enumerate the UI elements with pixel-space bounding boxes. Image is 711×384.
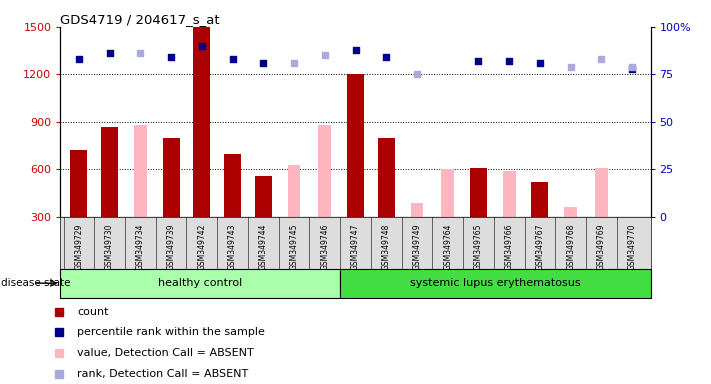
Text: GSM349769: GSM349769	[597, 223, 606, 270]
Bar	[470, 168, 487, 217]
Point	[350, 46, 361, 53]
Point	[503, 58, 515, 64]
Point	[380, 54, 392, 60]
Bar	[531, 182, 548, 217]
Text: GSM349747: GSM349747	[351, 223, 360, 270]
Text: GSM349730: GSM349730	[105, 223, 114, 270]
Text: GSM349745: GSM349745	[289, 223, 299, 270]
Point	[227, 56, 238, 62]
Text: GSM349766: GSM349766	[505, 223, 513, 270]
Text: GDS4719 / 204617_s_at: GDS4719 / 204617_s_at	[60, 13, 220, 26]
Point	[626, 66, 638, 72]
Point	[104, 50, 115, 56]
Point	[565, 64, 577, 70]
Text: GSM349729: GSM349729	[75, 223, 83, 270]
Bar	[595, 168, 608, 217]
Text: GSM349744: GSM349744	[259, 223, 268, 270]
Bar	[193, 27, 210, 217]
Bar	[378, 138, 395, 217]
Text: percentile rank within the sample: percentile rank within the sample	[77, 328, 265, 338]
Text: GSM349764: GSM349764	[443, 223, 452, 270]
Text: value, Detection Call = ABSENT: value, Detection Call = ABSENT	[77, 348, 254, 358]
Point	[596, 56, 607, 62]
Point	[411, 71, 422, 78]
Text: systemic lupus erythematosus: systemic lupus erythematosus	[410, 278, 581, 288]
Bar	[503, 171, 515, 217]
Text: rank, Detection Call = ABSENT: rank, Detection Call = ABSENT	[77, 369, 248, 379]
Point	[289, 60, 300, 66]
Bar	[163, 138, 180, 217]
Point	[626, 64, 638, 70]
Bar	[224, 154, 241, 217]
Bar	[288, 165, 300, 217]
Bar	[411, 203, 423, 217]
Text: GSM349734: GSM349734	[136, 223, 145, 270]
Point	[166, 54, 177, 60]
Bar	[347, 74, 364, 217]
Bar	[442, 169, 454, 217]
Text: GSM349767: GSM349767	[535, 223, 545, 270]
Point	[134, 50, 146, 56]
Bar	[624, 217, 641, 225]
Text: count: count	[77, 307, 109, 317]
Point	[319, 52, 331, 58]
Text: GSM349743: GSM349743	[228, 223, 237, 270]
Point	[257, 60, 269, 66]
Bar	[60, 269, 340, 298]
Bar	[565, 207, 577, 217]
Text: GSM349739: GSM349739	[166, 223, 176, 270]
Text: GSM349765: GSM349765	[474, 223, 483, 270]
Bar	[101, 127, 118, 217]
Point	[196, 43, 208, 49]
Text: GSM349770: GSM349770	[628, 223, 636, 270]
Bar	[255, 176, 272, 217]
Text: GSM349768: GSM349768	[566, 223, 575, 270]
Point	[534, 60, 545, 66]
Point	[73, 56, 85, 62]
Text: GSM349749: GSM349749	[412, 223, 422, 270]
Bar	[70, 151, 87, 217]
Text: GSM349746: GSM349746	[320, 223, 329, 270]
Text: GSM349742: GSM349742	[198, 223, 206, 270]
Text: healthy control: healthy control	[158, 278, 242, 288]
Text: disease state: disease state	[1, 278, 70, 288]
Bar	[340, 269, 651, 298]
Text: GSM349748: GSM349748	[382, 223, 391, 270]
Point	[473, 58, 484, 64]
Bar	[319, 125, 331, 217]
Bar	[134, 125, 146, 217]
